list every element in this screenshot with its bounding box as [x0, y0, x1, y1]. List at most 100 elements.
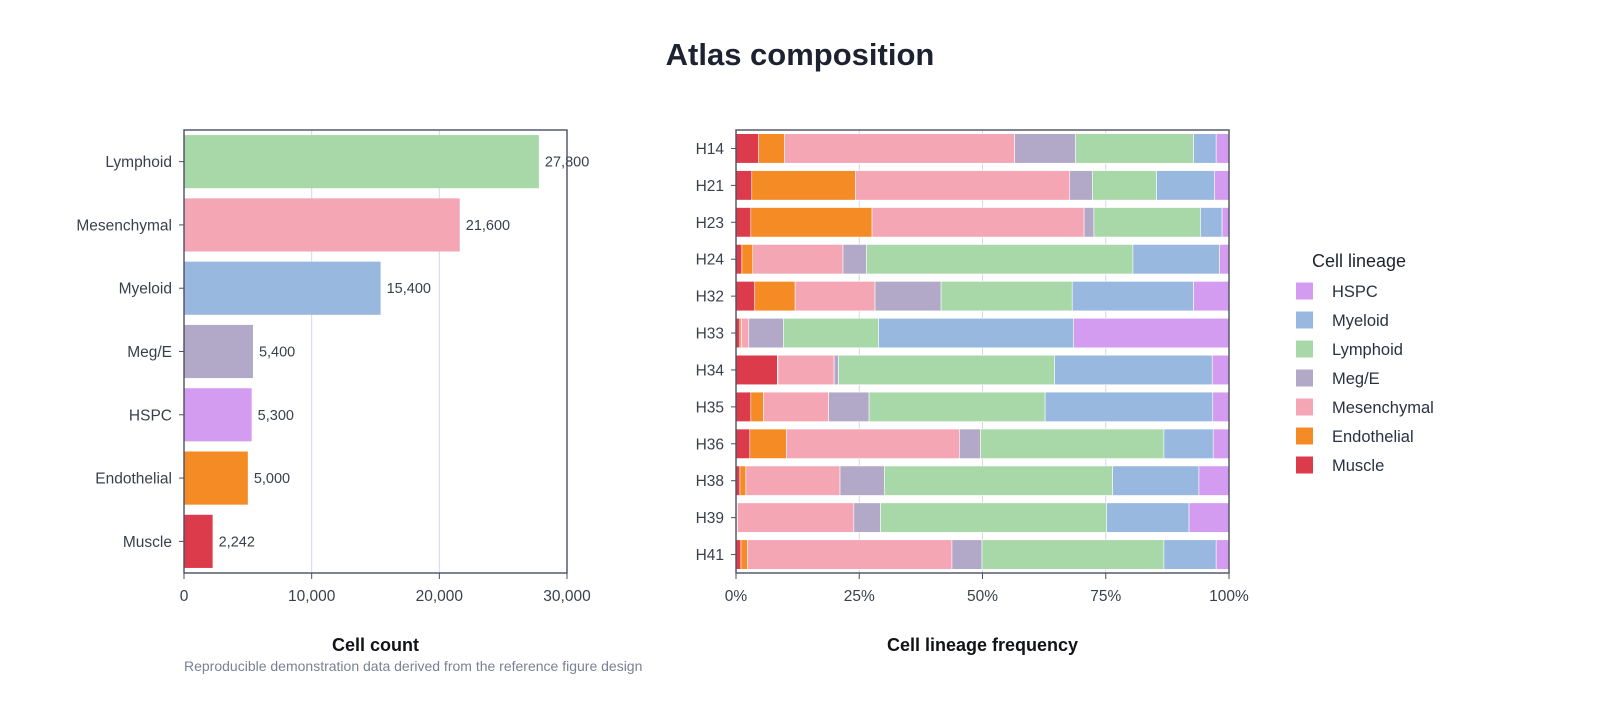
legend-label-myeloid: Myeloid [1332, 312, 1389, 330]
legend-title: Cell lineage [1312, 251, 1406, 271]
bar-segment-h35-lymphoid [868, 391, 1046, 422]
legend-label-hspc: HSPC [1332, 283, 1378, 301]
y-tick-label-h23: H23 [696, 215, 724, 232]
bar-segment-h21-muscle [735, 170, 753, 201]
y-tick-label-muscle: Muscle [123, 534, 172, 551]
bar-segment-h24-hspc [1219, 244, 1230, 275]
bar-segment-h36-endothelial [749, 428, 787, 459]
bar-segment-h34-meg-e [833, 354, 839, 386]
legend-swatch-mesenchymal [1296, 398, 1313, 416]
bar-segment-h14-meg-e [1014, 133, 1076, 164]
bar-segment-h21-mesenchymal [855, 170, 1071, 201]
bar-endothelial [184, 451, 248, 505]
legend-label-meg-e: Meg/E [1332, 370, 1380, 388]
bar-segment-h24-muscle [735, 244, 743, 275]
data-label-myeloid: 15,400 [387, 281, 431, 297]
bar-segment-h14-hspc [1215, 133, 1230, 164]
x-tick-label: 50% [967, 588, 998, 605]
bar-segment-h21-endothelial [751, 170, 856, 201]
bar-segment-h24-endothelial [741, 244, 754, 275]
y-tick-label-h32: H32 [696, 289, 724, 306]
bar-segment-h41-muscle [735, 539, 742, 570]
bar-segment-h23-hspc [1221, 207, 1230, 238]
bar-segment-h21-hspc [1214, 170, 1230, 201]
bar-segment-h34-lymphoid [838, 354, 1055, 386]
bar-segment-h14-myeloid [1193, 133, 1217, 164]
bar-segment-h33-hspc [1073, 317, 1230, 349]
bar-segment-h39-myeloid [1106, 502, 1190, 533]
x-tick-label: 100% [1209, 588, 1249, 605]
bar-segment-h35-myeloid [1044, 391, 1214, 422]
x-axis-title: Cell count [332, 635, 419, 655]
y-tick-label-h33: H33 [696, 326, 724, 343]
bar-segment-h36-myeloid [1163, 428, 1214, 459]
bar-segment-h36-muscle [735, 428, 751, 459]
bar-segment-h39-hspc [1188, 502, 1230, 533]
bar-mesenchymal [184, 198, 460, 252]
y-tick-label-h39: H39 [696, 510, 724, 527]
lineage-frequency-chart: H14 H21 H23 H24 H32 H33 H34 H35 H36 H38 H39 H41 0% 25… [696, 129, 1249, 655]
bar-segment-h33-myeloid [878, 317, 1075, 349]
bar-segment-h38-mesenchymal [745, 465, 841, 496]
bar-segment-h34-muscle [735, 354, 778, 386]
bar-segment-h41-meg-e [951, 539, 983, 570]
x-tick-label: 30,000 [543, 588, 591, 605]
y-tick-label-h21: H21 [696, 178, 724, 195]
legend: Cell lineage HSPC Myeloid Lymphoid Meg/E Mese… [1296, 251, 1434, 475]
cell-count-chart: 27,800Lymphoid21,600Mesenchymal15,400Mye… [76, 129, 591, 655]
bar-segment-h36-mesenchymal [785, 428, 960, 459]
data-label-hspc: 5,300 [258, 408, 294, 424]
y-tick-label-hspc: HSPC [129, 407, 172, 424]
bar-segment-h24-mesenchymal [752, 244, 844, 275]
bar-segment-h35-muscle [735, 391, 752, 422]
y-tick-label-h38: H38 [696, 473, 724, 490]
data-label-muscle: 2,242 [219, 534, 255, 550]
x-tick-label: 20,000 [416, 588, 464, 605]
bar-segment-h41-endothelial [740, 539, 748, 570]
bar-segment-h35-hspc [1212, 391, 1230, 422]
bar-segment-h38-meg-e [839, 465, 885, 496]
bar-segment-h35-endothelial [750, 391, 764, 422]
y-tick-label-mesenchymal: Mesenchymal [76, 217, 172, 234]
bar-segment-h23-myeloid [1200, 207, 1223, 238]
bar-segment-h41-lymphoid [981, 539, 1165, 570]
bar-segment-h32-endothelial [754, 281, 796, 312]
x-axis-title: Cell lineage frequency [887, 635, 1078, 655]
bar-segment-h34-hspc [1211, 354, 1230, 386]
bar-segment-h34-mesenchymal [777, 354, 835, 386]
chart-title: Atlas composition [666, 37, 935, 72]
y-tick-label-meg-e: Meg/E [127, 344, 172, 361]
bar-myeloid [184, 261, 381, 315]
x-tick-label: 10,000 [288, 588, 336, 605]
bar-segment-h32-lymphoid [940, 281, 1073, 312]
bar-segment-h36-meg-e [959, 428, 981, 459]
legend-label-muscle: Muscle [1332, 457, 1384, 475]
data-label-meg-e: 5,400 [259, 345, 295, 361]
x-tick-label: 25% [844, 588, 875, 605]
x-tick-label: 75% [1090, 588, 1121, 605]
bar-segment-h32-meg-e [874, 281, 942, 312]
y-tick-label-endothelial: Endothelial [95, 471, 172, 488]
plot-frame [183, 129, 568, 574]
bar-segment-h32-muscle [735, 281, 756, 312]
bar-segment-h32-mesenchymal [794, 281, 876, 312]
bar-segment-h33-meg-e [748, 317, 784, 349]
legend-swatch-endothelial [1296, 427, 1313, 445]
bar-segment-h35-mesenchymal [763, 391, 829, 422]
x-tick-label: 0% [725, 588, 748, 605]
y-tick-label-h36: H36 [696, 436, 724, 453]
y-tick-label-myeloid: Myeloid [119, 281, 172, 298]
y-tick-label-h24: H24 [696, 252, 725, 269]
y-tick-label-h14: H14 [696, 141, 725, 158]
y-tick-label-h34: H34 [696, 362, 725, 379]
legend-swatch-meg-e [1296, 369, 1313, 387]
bar-segment-h35-meg-e [828, 391, 870, 422]
y-tick-label-h41: H41 [696, 547, 724, 564]
data-label-mesenchymal: 21,600 [466, 218, 510, 234]
bar-segment-h38-lymphoid [884, 465, 1113, 496]
bar-segment-h41-myeloid [1163, 539, 1217, 570]
bar-segment-h38-endothelial [739, 465, 747, 496]
bar-segment-h23-mesenchymal [871, 207, 1085, 238]
bar-segment-h41-mesenchymal [747, 539, 953, 570]
